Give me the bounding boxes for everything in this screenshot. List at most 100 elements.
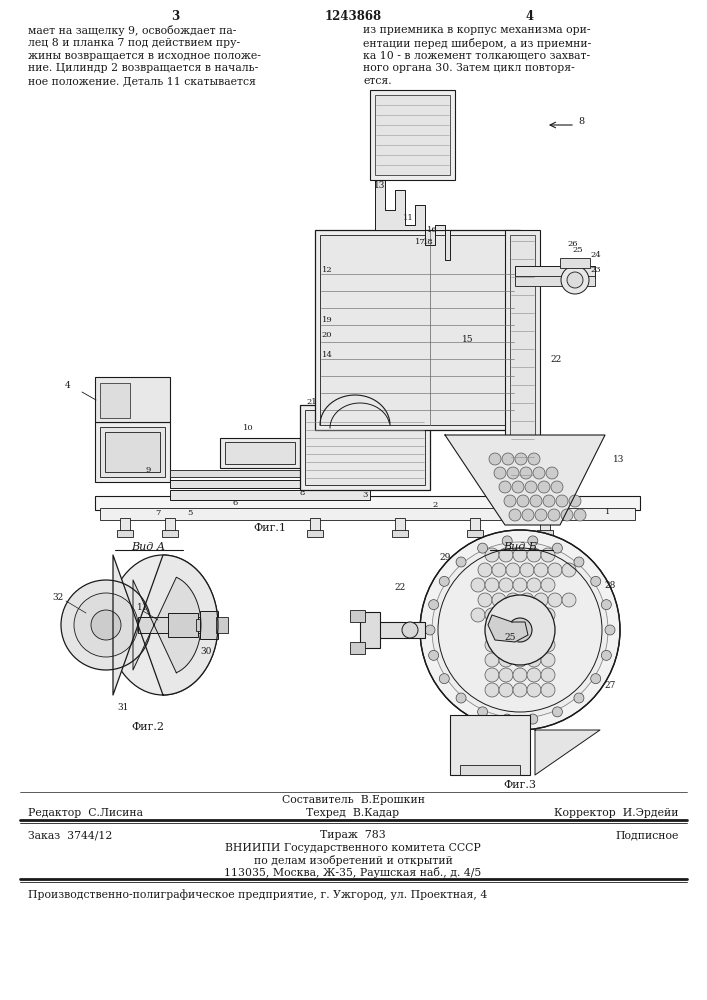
Text: 32: 32 [52,592,64,601]
Bar [560,258,590,268]
Circle shape [541,638,555,652]
Circle shape [420,530,620,730]
Text: 5: 5 [187,509,193,517]
Bar [510,235,535,485]
Text: 11: 11 [402,214,414,222]
Bar [95,377,170,422]
Circle shape [552,707,562,717]
Circle shape [548,593,562,607]
Circle shape [499,578,513,592]
Circle shape [528,453,540,465]
Bar [162,530,178,537]
Bar [350,642,365,654]
Bar [537,530,553,537]
Circle shape [591,576,601,586]
Bar [196,619,216,631]
Circle shape [513,653,527,667]
Circle shape [541,683,555,697]
Circle shape [541,608,555,622]
Text: 21: 21 [307,398,317,406]
Circle shape [513,608,527,622]
Text: 4: 4 [526,10,534,23]
Circle shape [428,650,438,660]
Text: 14: 14 [322,351,332,359]
Text: 27: 27 [604,680,616,690]
Circle shape [520,593,534,607]
Text: ВНИИПИ Государственного комитета СССР: ВНИИПИ Государственного комитета СССР [225,843,481,853]
Polygon shape [133,577,201,673]
Bar [95,422,170,482]
Circle shape [602,600,612,610]
Bar [467,530,483,537]
Circle shape [478,593,492,607]
Circle shape [61,580,151,670]
Text: ное положение. Деталь 11 скатывается: ное положение. Деталь 11 скатывается [28,76,256,86]
Circle shape [513,578,527,592]
Text: 12: 12 [322,266,332,274]
Circle shape [499,668,513,682]
Text: Техред  В.Кадар: Техред В.Кадар [306,808,399,818]
Circle shape [602,650,612,660]
Text: 8: 8 [299,489,305,497]
Circle shape [527,638,541,652]
Bar [360,612,380,648]
Bar [375,95,450,175]
Circle shape [512,481,524,493]
Bar [300,405,430,490]
Polygon shape [535,730,600,775]
Bar [460,765,520,775]
Text: 10: 10 [243,424,253,432]
Circle shape [535,509,547,521]
Circle shape [574,557,584,567]
Text: Фиг.1: Фиг.1 [254,523,286,533]
Circle shape [561,266,589,294]
Circle shape [520,467,532,479]
Circle shape [538,481,550,493]
Text: 9: 9 [146,466,151,474]
Circle shape [91,610,121,640]
Text: 6: 6 [233,499,238,507]
Circle shape [499,683,513,697]
Circle shape [551,481,563,493]
Text: лец 8 и планка 7 под действием пру-: лец 8 и планка 7 под действием пру- [28,38,240,48]
Bar [540,518,550,532]
Text: 15: 15 [462,336,474,344]
Circle shape [541,653,555,667]
Circle shape [456,557,466,567]
Text: 16: 16 [427,226,438,234]
Circle shape [574,693,584,703]
Bar [216,617,228,633]
Circle shape [456,693,466,703]
Circle shape [520,563,534,577]
Circle shape [439,674,449,684]
Circle shape [527,578,541,592]
Text: по делам изобретений и открытий: по делам изобретений и открытий [254,855,452,866]
Bar [95,496,640,510]
Circle shape [502,536,512,546]
Bar [170,470,370,477]
Text: 22: 22 [550,356,561,364]
Text: 22: 22 [395,584,406,592]
Text: 3: 3 [171,10,179,23]
Circle shape [541,548,555,562]
Text: ется.: ется. [363,76,392,86]
Bar [117,530,133,537]
Bar [100,383,130,418]
Bar [120,518,130,532]
Text: Фиг.3: Фиг.3 [503,780,537,790]
Text: 26: 26 [567,240,578,248]
Bar [170,490,370,500]
Bar [168,613,198,637]
Circle shape [534,563,548,577]
Circle shape [485,548,499,562]
Text: 25: 25 [504,634,515,643]
Text: ного органа 30. Затем цикл повторя-: ного органа 30. Затем цикл повторя- [363,63,575,73]
Bar [138,617,203,633]
Text: Составитель  В.Ерошкин: Составитель В.Ерошкин [281,795,424,805]
Circle shape [527,683,541,697]
Bar [470,518,480,532]
Bar [370,90,455,180]
Text: Вид Б: Вид Б [503,542,537,552]
Circle shape [574,509,586,521]
Bar [515,276,595,286]
